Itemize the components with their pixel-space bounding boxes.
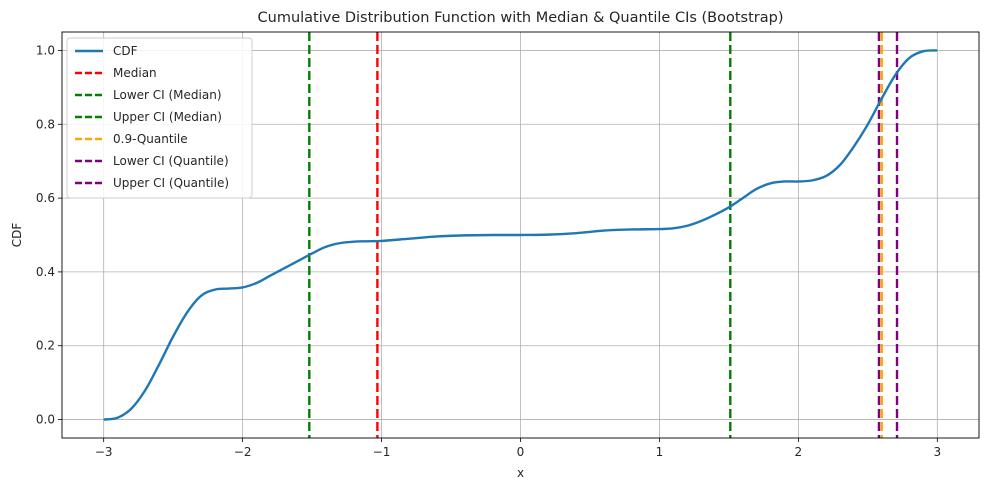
x-axis-ticks: −3 −2 −1 0 1 2 3 xyxy=(95,438,941,459)
y-axis-ticks: 0.0 0.2 0.4 0.6 0.8 1.0 xyxy=(36,43,62,427)
legend-label-lower-ci-quantile: Lower CI (Quantile) xyxy=(113,154,229,168)
x-tick-label: 3 xyxy=(933,445,941,459)
y-tick-label: 0.8 xyxy=(36,117,55,131)
series-line-cdf xyxy=(103,49,938,421)
x-tick-label: −2 xyxy=(234,445,252,459)
x-tick-label: 1 xyxy=(656,445,664,459)
x-axis-label: x xyxy=(517,466,524,480)
series-lines xyxy=(103,49,938,421)
y-tick-label: 0.0 xyxy=(36,413,55,427)
y-tick-label: 0.4 xyxy=(36,265,55,279)
x-tick-label: −1 xyxy=(373,445,391,459)
x-tick-label: 0 xyxy=(517,445,525,459)
legend-box xyxy=(66,37,253,199)
legend-label-cdf: CDF xyxy=(113,44,138,58)
y-axis-label: CDF xyxy=(10,223,24,248)
chart-title: Cumulative Distribution Function with Me… xyxy=(258,10,784,26)
legend-label-upper-ci-median: Upper CI (Median) xyxy=(113,110,222,124)
y-tick-label: 0.2 xyxy=(36,339,55,353)
legend-label-median: Median xyxy=(113,66,157,80)
y-tick-label: 1.0 xyxy=(36,43,55,57)
legend-label-0-9-quantile: 0.9-Quantile xyxy=(113,132,188,146)
reference-lines xyxy=(308,32,899,438)
x-tick-label: 2 xyxy=(795,445,803,459)
x-tick-label: −3 xyxy=(95,445,113,459)
legend-label-lower-ci-median: Lower CI (Median) xyxy=(113,88,222,102)
y-tick-label: 0.6 xyxy=(36,191,55,205)
legend-label-upper-ci-quantile: Upper CI (Quantile) xyxy=(113,176,229,190)
legend: CDF Median Lower CI (Median) Upper CI (Medi… xyxy=(66,37,253,199)
